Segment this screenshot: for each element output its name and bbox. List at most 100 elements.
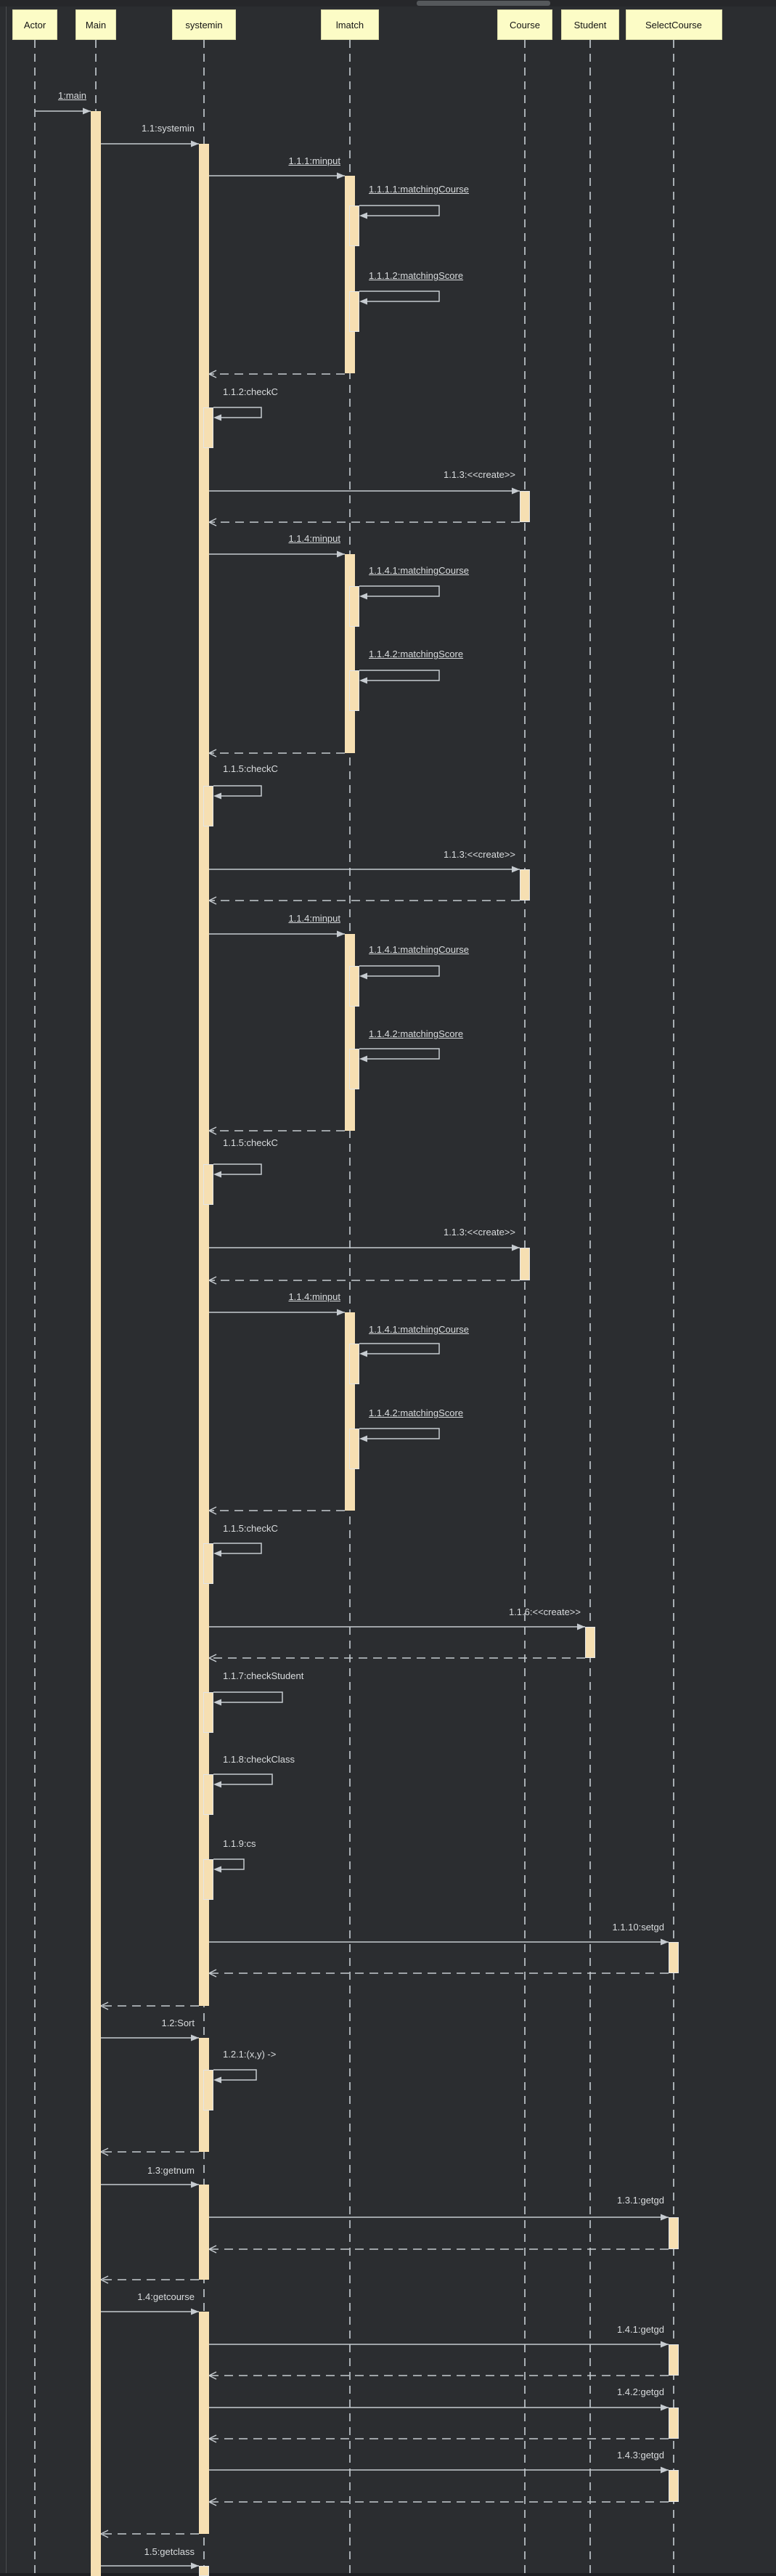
arrowhead-filled: [359, 1055, 367, 1063]
message-label: 1.4.1:getgd: [616, 2324, 664, 2335]
arrowhead-filled: [83, 107, 91, 115]
self-message-loop: [359, 290, 440, 302]
arrowhead-filled: [213, 1781, 221, 1788]
arrowhead-filled: [512, 487, 520, 495]
arrowhead-filled: [213, 1699, 221, 1706]
message-label: 1.1.1.2:matchingScore: [369, 270, 464, 281]
horizontal-scrollbar-thumb[interactable]: [417, 1, 550, 6]
message-label: 1.1.4.2:matchingScore: [369, 649, 464, 659]
self-message-loop: [359, 1428, 440, 1439]
nested-activation: [203, 2070, 213, 2110]
arrowhead-filled: [512, 866, 520, 873]
arrowhead-filled: [191, 2308, 199, 2315]
arrowhead-filled: [661, 2341, 669, 2348]
message-label: 1.1.9:cs: [223, 1838, 256, 1849]
message-label: 1.1.4:minput: [288, 533, 340, 544]
activation-bar-course: [520, 869, 530, 901]
arrowhead-open: [99, 2275, 109, 2284]
message-label: 1.1.2:checkC: [223, 386, 278, 397]
arrowhead-filled: [213, 1550, 221, 1557]
arrowhead-filled: [191, 2562, 199, 2569]
arrowhead-filled: [213, 1171, 221, 1178]
self-message-loop: [213, 785, 262, 797]
nested-activation: [349, 206, 359, 246]
arrowhead-open: [208, 1126, 217, 1135]
arrowhead-filled: [337, 550, 345, 558]
message-label: 1.1.4.1:matchingCourse: [369, 565, 470, 576]
self-message-loop: [213, 1691, 283, 1703]
activation-bar-selectcourse: [669, 1942, 679, 1973]
activation-bar-selectcourse: [669, 2344, 679, 2376]
self-message-loop: [213, 1773, 273, 1785]
self-message-loop: [359, 965, 440, 977]
arrowhead-open: [208, 2498, 217, 2506]
activation-bar-main: [91, 111, 101, 2576]
message-label: 1.1.3:<<create>>: [443, 849, 515, 860]
arrowhead-filled: [577, 1623, 585, 1630]
arrowhead-filled: [661, 2466, 669, 2474]
arrowhead-open: [99, 2148, 109, 2156]
arrowhead-open: [208, 1654, 217, 1662]
arrowhead-filled: [337, 172, 345, 179]
arrowhead-filled: [359, 212, 367, 219]
arrowhead-filled: [359, 593, 367, 600]
horizontal-scrollbar-track[interactable]: [0, 0, 776, 7]
arrowhead-filled: [213, 2076, 221, 2084]
self-message-loop: [213, 1163, 262, 1175]
nested-activation: [203, 1859, 213, 1900]
self-message-loop: [213, 1858, 245, 1870]
arrowhead-open: [208, 1276, 217, 1285]
arrowhead-open: [208, 749, 217, 757]
message-label: 1.1.5:checkC: [223, 1523, 278, 1534]
arrowhead-filled: [512, 1244, 520, 1251]
nested-activation: [349, 1049, 359, 1089]
nested-activation: [349, 670, 359, 711]
arrowhead-open: [208, 2434, 217, 2443]
activation-bar-course: [520, 491, 530, 522]
activation-bar-selectcourse: [669, 2408, 679, 2439]
message-label: 1.1.4:minput: [288, 913, 340, 924]
message-label: 1.1.3:<<create>>: [443, 1227, 515, 1238]
message-label: 1:main: [57, 90, 86, 101]
nested-activation: [203, 1543, 213, 1584]
message-label: 1.1.5:checkC: [223, 1137, 278, 1148]
nested-activation: [203, 786, 213, 826]
self-message-loop: [359, 585, 440, 597]
lifeline-head-course: Course: [497, 9, 552, 40]
message-label: 1.1.10:setgd: [612, 1922, 664, 1933]
arrowhead-filled: [661, 2404, 669, 2411]
lifeline-head-main: Main: [75, 9, 116, 40]
lifeline-head-selectcourse: SelectCourse: [625, 9, 722, 40]
message-label: 1.1.4.2:matchingScore: [369, 1407, 464, 1418]
arrowhead-filled: [359, 677, 367, 684]
message-label: 1.1.4.1:matchingCourse: [369, 1324, 470, 1335]
arrowhead-filled: [213, 1866, 221, 1873]
self-message-loop: [213, 2069, 257, 2081]
arrowhead-filled: [359, 1350, 367, 1357]
activation-bar-systemin: [199, 2566, 209, 2576]
self-message-loop: [213, 1543, 262, 1554]
activation-bar-course: [520, 1248, 530, 1280]
arrowhead-filled: [337, 1309, 345, 1316]
self-message-loop: [359, 1048, 440, 1060]
activation-bar-selectcourse: [669, 2470, 679, 2502]
nested-activation: [349, 1429, 359, 1469]
arrowhead-open: [99, 2530, 109, 2538]
lifeline-head-systemin: systemin: [172, 9, 236, 40]
arrowhead-open: [208, 370, 217, 378]
nested-activation: [349, 966, 359, 1007]
activation-bar-lmatch: [345, 934, 355, 1131]
message-label: 1.4.2:getgd: [616, 2386, 664, 2397]
arrowhead-open: [208, 896, 217, 905]
nested-activation: [203, 1774, 213, 1815]
message-label: 1.1.4.1:matchingCourse: [369, 944, 470, 955]
message-label: 1.5:getclass: [144, 2546, 195, 2557]
self-message-loop: [359, 1343, 440, 1354]
nested-activation: [203, 1164, 213, 1205]
self-message-loop: [213, 407, 262, 418]
activation-bar-lmatch: [345, 1312, 355, 1511]
arrowhead-filled: [661, 2214, 669, 2221]
